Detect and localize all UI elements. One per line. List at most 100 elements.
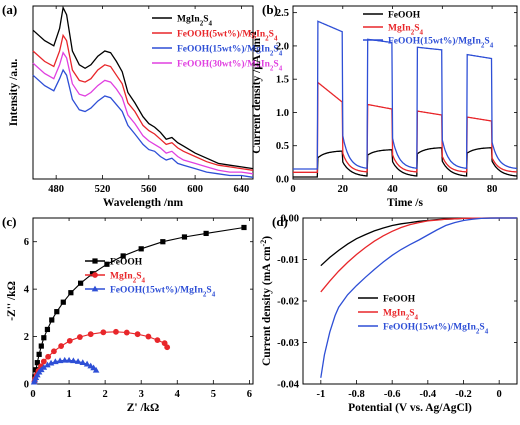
data-point: [134, 331, 141, 338]
x-axis-label: Wavelength /nm: [103, 197, 184, 209]
data-point: [49, 317, 55, 323]
data-point: [44, 361, 51, 368]
y-axis-label: -Z'' /kΩ: [6, 281, 18, 321]
data-point: [241, 224, 247, 231]
data-point: [38, 343, 44, 349]
y-tick-label: 0.00: [281, 214, 299, 225]
series-2: [32, 68, 254, 178]
x-axis-label: Potential (V vs. Ag/AgCl): [348, 402, 472, 414]
data-point: [65, 356, 73, 363]
data-point: [74, 358, 82, 364]
panel-a: 480 520 560 600 640 Wavelength /nm Intensity /…: [2, 2, 283, 209]
series-0: [293, 146, 518, 178]
series-line: [293, 20, 517, 170]
legend-label: FeOOH(5wt%)/MgIn2S4: [177, 29, 278, 43]
legend-label: MgIn2S4: [110, 272, 146, 285]
legend-marker: [92, 258, 98, 264]
panel-label: (b): [262, 2, 278, 17]
y-tick-label: 0: [24, 380, 29, 391]
data-point: [181, 234, 188, 240]
x-tick-label: 480: [48, 184, 64, 195]
x-axis-label: Time /s: [387, 197, 423, 209]
data-point: [160, 239, 166, 245]
series-0: [32, 5, 254, 170]
series-1: [31, 328, 171, 385]
series-2: [30, 356, 100, 385]
legend-label: FeOOH(30wt%)/MgIn2S4: [177, 59, 283, 73]
x-tick-label: 1: [66, 389, 71, 400]
data-point: [56, 357, 64, 364]
data-point: [123, 329, 130, 336]
legend-label: MgIn2S4: [388, 24, 424, 37]
x-tick-label: 640: [234, 184, 250, 195]
data-point: [83, 360, 91, 367]
x-tick-label: 600: [187, 184, 203, 195]
x-tick-label: 40: [387, 184, 398, 195]
data-point: [104, 261, 110, 267]
x-tick-label: 0: [497, 389, 502, 400]
legend-label: FeOOH(15wt%)/MgIn2S4: [383, 322, 489, 336]
data-point: [145, 333, 152, 340]
data-point: [203, 230, 209, 237]
panel-b: 0 20 40 60 80 0.0 0.5 1.0 1.5 2.0 2.5 Time /s Curren…: [249, 2, 518, 209]
series-line: [32, 68, 254, 178]
y-tick-label: -0.02: [277, 297, 299, 308]
x-tick-label: 2: [103, 389, 108, 400]
legend-label: MgIn2S4: [177, 15, 213, 28]
legend-label: FeOOH(15wt%)/MgIn2S4: [110, 285, 216, 299]
y-tick-label: 2.0: [276, 41, 289, 52]
legend-label: FeOOH(15wt%)/MgIn2S4: [177, 44, 283, 58]
series-0: [32, 224, 247, 380]
data-point: [138, 246, 144, 252]
data-point: [60, 299, 66, 305]
plot-frame: [292, 5, 518, 180]
x-tick-label: 4: [175, 389, 181, 400]
y-tick-label: 6: [24, 237, 29, 248]
y-tick-label: 1.0: [276, 108, 289, 119]
data-point: [92, 366, 100, 373]
data-point: [70, 357, 77, 364]
y-tick-label: 0.5: [276, 141, 289, 152]
x-tick-label: 20: [338, 184, 349, 195]
legend-marker: [91, 285, 99, 292]
series-line: [32, 33, 254, 171]
data-point: [44, 326, 51, 333]
series-line: [320, 217, 517, 378]
x-tick-label: 3: [139, 389, 144, 400]
series-line: [320, 217, 517, 293]
x-tick-label: 560: [141, 184, 157, 195]
data-point: [66, 337, 73, 344]
x-tick-label: -0.4: [420, 389, 437, 400]
data-point: [52, 358, 59, 365]
y-tick-label: -0.01: [277, 255, 299, 266]
y-tick-label: 0.0: [276, 175, 289, 186]
x-axis-label: Z' /kΩ: [127, 402, 160, 414]
panel-c: 0 1 2 3 4 5 6 0 2 4 6 Z' /kΩ -Z'' /kΩ (c) FeOOH MgIn2S4…: [2, 214, 254, 414]
data-point: [79, 359, 87, 366]
data-point: [51, 348, 57, 355]
x-tick-label: 6: [247, 389, 252, 400]
data-point: [61, 356, 69, 363]
data-point: [120, 253, 126, 259]
x-tick-label: -0.6: [384, 389, 401, 400]
legend-label: FeOOH: [383, 295, 416, 305]
series-line: [33, 331, 168, 382]
data-point: [41, 335, 47, 341]
x-tick-label: 60: [437, 184, 448, 195]
series-0: [320, 217, 517, 267]
y-axis-label: Current density (mA cm-2): [259, 236, 274, 366]
x-tick-label: 80: [487, 184, 498, 195]
data-point: [100, 329, 107, 336]
y-tick-label: 2.5: [276, 8, 289, 19]
series-1: [320, 217, 517, 293]
series-1: [32, 33, 254, 171]
data-point: [87, 331, 94, 338]
series-2: [293, 20, 517, 170]
y-tick-label: -0.04: [277, 380, 300, 391]
x-tick-label: -0.8: [348, 389, 365, 400]
data-point: [164, 344, 171, 351]
y-tick-label: 4: [24, 285, 30, 296]
